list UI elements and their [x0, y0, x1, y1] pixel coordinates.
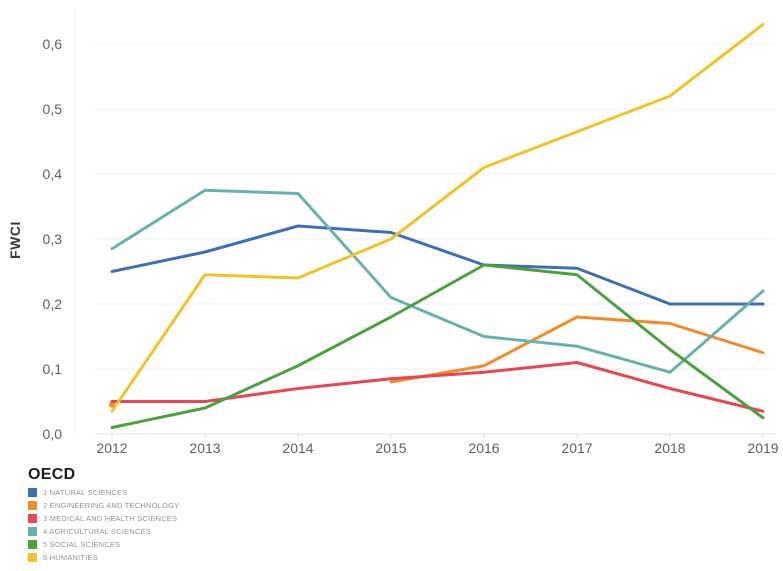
y-tick-label-0,5: 0,5	[43, 101, 63, 117]
data-series	[109, 23, 765, 429]
y-tick-label-0,1: 0,1	[43, 361, 63, 377]
gridlines	[95, 43, 775, 435]
line-5-social-sciences[interactable]	[110, 263, 765, 429]
legend-label: 3 MEDICAL AND HEALTH SCIENCES	[43, 514, 178, 523]
x-tick-label-2012: 2012	[96, 440, 127, 456]
legend-label: 1 NATURAL SCIENCES	[43, 488, 128, 497]
x-tick-label-2013: 2013	[189, 440, 220, 456]
legend-item-5-social-sciences[interactable]: 5 SOCIAL SCIENCES	[28, 540, 179, 549]
x-tick-label-2019: 2019	[747, 440, 778, 456]
x-tick-label-2014: 2014	[282, 440, 313, 456]
axis-tick-labels: 0,0 0,1 0,2 0,3 0,4 0,5 0,6 2012 2013 2014 2015 201…	[43, 36, 779, 456]
legend: OECD 1 NATURAL SCIENCES 2 ENGINEERING AND…	[28, 466, 179, 562]
legend-swatch-3-medical-and-health-sciences	[28, 514, 37, 523]
legend-label: 5 SOCIAL SCIENCES	[43, 540, 121, 549]
x-tick-label-2015: 2015	[375, 440, 406, 456]
legend-label: 6 HUMANITIES	[43, 553, 98, 562]
x-tick-label-2018: 2018	[654, 440, 685, 456]
legend-swatch-6-humanities	[28, 553, 37, 562]
y-tick-label-0,0: 0,0	[43, 426, 63, 442]
series-1-natural-sciences[interactable]	[110, 224, 765, 306]
legend-label: 4 AGRICULTURAL SCIENCES	[43, 527, 151, 536]
legend-swatch-1-natural-sciences	[28, 488, 37, 497]
legend-swatch-4-agricultural-sciences	[28, 527, 37, 536]
line-6-humanities[interactable]	[110, 23, 765, 413]
series-5-social-sciences[interactable]	[110, 263, 765, 429]
legend-item-6-humanities[interactable]: 6 HUMANITIES	[28, 553, 179, 562]
legend-item-1-natural-sciences[interactable]: 1 NATURAL SCIENCES	[28, 488, 179, 497]
y-axis-title: FWCI	[7, 221, 23, 259]
series-6-humanities[interactable]	[110, 23, 765, 413]
line-2-engineering-and-technology[interactable]	[389, 315, 765, 384]
legend-item-3-medical-and-health-sciences[interactable]: 3 MEDICAL AND HEALTH SCIENCES	[28, 514, 179, 523]
point-2-engineering-and-technology[interactable]	[109, 401, 115, 408]
series-2-engineering-and-technology[interactable]	[109, 315, 765, 408]
line-4-agricultural-sciences[interactable]	[110, 188, 765, 374]
y-tick-label-0,4: 0,4	[43, 166, 63, 182]
series-4-agricultural-sciences[interactable]	[110, 188, 765, 374]
legend-title: OECD	[28, 466, 76, 483]
axes	[74, 10, 764, 439]
y-tick-label-0,3: 0,3	[43, 231, 63, 247]
legend-label: 2 ENGINEERING AND TECHNOLOGY	[43, 501, 180, 510]
legend-item-4-agricultural-sciences[interactable]: 4 AGRICULTURAL SCIENCES	[28, 527, 179, 536]
x-tick-label-2017: 2017	[561, 440, 592, 456]
legend-items: 1 NATURAL SCIENCES 2 ENGINEERING AND TECH…	[28, 488, 179, 562]
legend-item-2-engineering-and-technology[interactable]: 2 ENGINEERING AND TECHNOLOGY	[28, 501, 179, 510]
y-tick-label-0,2: 0,2	[43, 296, 63, 312]
y-tick-label-0,6: 0,6	[43, 36, 63, 52]
x-tick-label-2016: 2016	[468, 440, 499, 456]
legend-swatch-5-social-sciences	[28, 540, 37, 549]
legend-swatch-2-engineering-and-technology	[28, 501, 37, 510]
line-1-natural-sciences[interactable]	[110, 224, 765, 306]
